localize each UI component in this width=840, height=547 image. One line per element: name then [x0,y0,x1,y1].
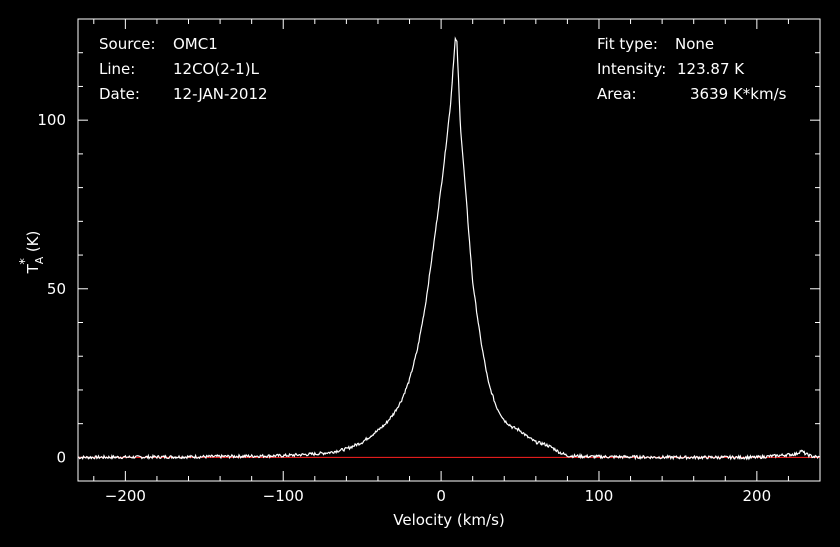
y-axis-title: TA* (K) [18,231,46,275]
spectrum-line [77,36,821,461]
source-value: OMC1 [173,35,218,53]
x-tick-label: 0 [436,487,446,505]
fit-type-label: Fit type: [597,35,658,53]
line-value: 12CO(2-1)L [173,60,259,78]
area-value: 3639 K*km/s [690,85,787,103]
y-tick-label: 0 [56,448,66,466]
intensity-value: 123.87 K [677,60,745,78]
y-tick-label: 100 [37,111,66,129]
source-label: Source: [99,35,156,53]
ticks [78,18,821,481]
y-axis-title-main: T [24,263,42,274]
line-label: Line: [99,60,136,78]
intensity-label: Intensity: [597,60,667,78]
plot-frame [77,18,821,482]
x-axis-title: Velocity (km/s) [393,511,504,529]
fit-type-value: None [675,35,715,53]
date-value: 12-JAN-2012 [173,85,268,103]
x-tick-label: −100 [263,487,304,505]
y-axis-title-unit: (K) [24,231,42,253]
area-label: Area: [597,85,637,103]
svg-text:TA*(K): TA* (K) [18,231,46,275]
y-tick-label: 50 [47,280,66,298]
y-axis-title-sub: A [33,256,46,264]
tick-labels: −200 −100 0 100 200 0 50 100 [37,111,771,505]
x-tick-label: −200 [105,487,146,505]
y-axis-title-sup: * [18,258,33,265]
x-tick-label: 200 [743,487,772,505]
date-label: Date: [99,85,140,103]
x-tick-label: 100 [585,487,614,505]
